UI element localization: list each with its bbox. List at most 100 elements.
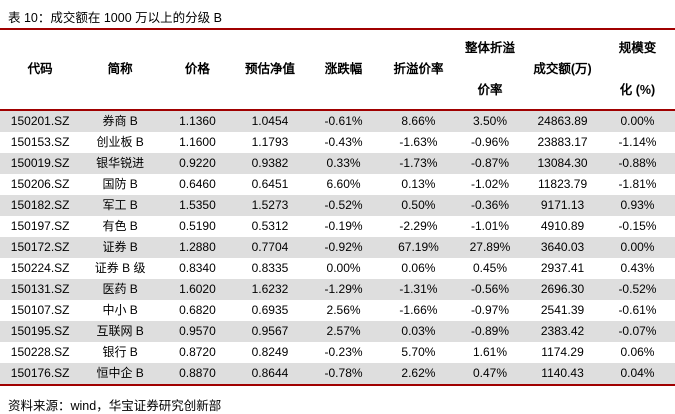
table-row: 150172.SZ 证券 B 1.2880 0.7704 -0.92% 67.19% 27.…: [0, 237, 675, 258]
cell-overall-premium-rate: -0.97%: [470, 303, 509, 317]
cell-price: 1.5350: [179, 198, 216, 212]
column-header-est-nav: 预估净值: [235, 30, 305, 109]
cell-turnover: 2383.42: [540, 324, 585, 338]
cell-name: 军工 B: [102, 198, 138, 212]
cell-overall-premium-rate: 0.47%: [472, 366, 507, 380]
cell-price: 0.8340: [179, 261, 216, 275]
cell-price: 1.1360: [179, 114, 216, 128]
cell-name: 银行 B: [102, 345, 138, 359]
cell-pct-change: 2.56%: [326, 303, 361, 317]
cell-pct-change: 2.57%: [326, 324, 361, 338]
column-header-line: 代码: [27, 62, 53, 76]
cell-price: 1.2880: [179, 240, 216, 254]
cell-premium-rate: 0.13%: [401, 177, 436, 191]
cell-price: 0.8720: [179, 345, 216, 359]
cell-overall-premium-rate: -0.87%: [470, 156, 509, 170]
cell-name: 互联网 B: [96, 324, 144, 338]
cell-code: 150182.SZ: [10, 198, 70, 212]
column-header-line: 预估净值: [244, 62, 295, 76]
cell-price: 0.9570: [179, 324, 216, 338]
cell-code: 150195.SZ: [10, 324, 70, 338]
table-row: 150019.SZ 银华锐进 0.9220 0.9382 0.33% -1.73% -0.8…: [0, 153, 675, 174]
cell-est-nav: 1.6232: [251, 282, 289, 296]
cell-est-nav: 0.6935: [251, 303, 289, 317]
cell-scale-change: -0.15%: [618, 219, 657, 233]
column-header-line: 整体折溢: [464, 41, 515, 55]
cell-premium-rate: -1.63%: [399, 135, 438, 149]
cell-name: 中小 B: [102, 303, 138, 317]
cell-turnover: 11823.79: [537, 177, 588, 191]
cell-est-nav: 0.5312: [251, 219, 289, 233]
cell-premium-rate: 0.03%: [401, 324, 436, 338]
cell-pct-change: -0.61%: [324, 114, 363, 128]
cell-scale-change: 0.06%: [620, 345, 655, 359]
column-header-line: 价格: [184, 62, 210, 76]
cell-price: 0.9220: [179, 156, 216, 170]
cell-overall-premium-rate: 0.45%: [472, 261, 507, 275]
cell-code: 150201.SZ: [10, 114, 70, 128]
cell-overall-premium-rate: 1.61%: [472, 345, 507, 359]
column-header-line: 规模变: [618, 41, 657, 55]
cell-scale-change: 0.04%: [620, 366, 655, 380]
cell-pct-change: 0.00%: [326, 261, 361, 275]
cell-pct-change: -0.52%: [324, 198, 363, 212]
cell-premium-rate: -1.31%: [399, 282, 438, 296]
cell-name: 券商 B: [102, 114, 138, 128]
table-row: 150195.SZ 互联网 B 0.9570 0.9567 2.57% 0.03% -0.8…: [0, 321, 675, 342]
cell-scale-change: -1.14%: [618, 135, 657, 149]
cell-code: 150176.SZ: [10, 366, 70, 380]
cell-name: 恒中企 B: [96, 366, 144, 380]
cell-code: 150107.SZ: [10, 303, 70, 317]
cell-premium-rate: -2.29%: [399, 219, 438, 233]
cell-overall-premium-rate: -1.01%: [470, 219, 509, 233]
cell-est-nav: 0.9382: [251, 156, 289, 170]
cell-turnover: 13084.30: [537, 156, 588, 170]
cell-turnover: 4910.89: [540, 219, 585, 233]
data-source-note: 资料来源：wind，华宝证券研究创新部: [8, 399, 222, 413]
cell-code: 150131.SZ: [10, 282, 70, 296]
cell-turnover: 1140.43: [541, 366, 584, 380]
cell-code: 150019.SZ: [10, 156, 70, 170]
cell-turnover: 2541.39: [540, 303, 585, 317]
header-divider: [0, 109, 675, 111]
column-header-premium-rate: 折溢价率: [382, 30, 455, 109]
cell-code: 150224.SZ: [10, 261, 70, 275]
cell-code: 150228.SZ: [10, 345, 70, 359]
table-row: 150228.SZ 银行 B 0.8720 0.8249 -0.23% 5.70% 1.61…: [0, 342, 675, 363]
cell-name: 证券 B: [102, 240, 138, 254]
column-header-line: 简称: [107, 62, 133, 76]
cell-overall-premium-rate: -0.89%: [470, 324, 509, 338]
cell-premium-rate: 67.19%: [398, 240, 439, 254]
cell-turnover: 9171.13: [540, 198, 585, 212]
table-header-row: 代码 简称 价格 预估净值 涨跌幅 折溢价率 整体折溢 价率 成交额(万) 规模变化 (%): [0, 30, 675, 109]
cell-pct-change: -0.92%: [324, 240, 363, 254]
cell-overall-premium-rate: -1.02%: [470, 177, 509, 191]
bottom-divider: [0, 384, 675, 386]
cell-turnover: 24863.89: [537, 114, 588, 128]
cell-scale-change: 0.00%: [620, 114, 655, 128]
cell-pct-change: -0.19%: [324, 219, 363, 233]
cell-scale-change: 0.93%: [620, 198, 655, 212]
table-row: 150107.SZ 中小 B 0.6820 0.6935 2.56% -1.66% -0.9…: [0, 300, 675, 321]
cell-est-nav: 0.8249: [251, 345, 289, 359]
cell-price: 1.6020: [179, 282, 216, 296]
column-header-code: 代码: [0, 30, 80, 109]
table-row: 150153.SZ 创业板 B 1.1600 1.1793 -0.43% -1.63% -0…: [0, 132, 675, 153]
cell-scale-change: -0.52%: [618, 282, 657, 296]
cell-scale-change: -1.81%: [618, 177, 657, 191]
column-header-line: 涨跌幅: [324, 62, 363, 76]
table-row: 150176.SZ 恒中企 B 0.8870 0.8644 -0.78% 2.62% 0.4…: [0, 363, 675, 384]
cell-premium-rate: -1.66%: [399, 303, 438, 317]
cell-premium-rate: 0.50%: [401, 198, 436, 212]
cell-name: 创业板 B: [96, 135, 144, 149]
cell-premium-rate: 0.06%: [401, 261, 436, 275]
cell-premium-rate: -1.73%: [399, 156, 438, 170]
cell-scale-change: 0.00%: [620, 240, 655, 254]
cell-pct-change: -1.29%: [324, 282, 363, 296]
column-header-scale-change: 规模变化 (%): [600, 30, 675, 109]
cell-price: 1.1600: [179, 135, 216, 149]
cell-code: 150197.SZ: [10, 219, 70, 233]
column-header-overall-premium-rate: 整体折溢 价率: [455, 30, 525, 109]
cell-pct-change: 6.60%: [326, 177, 361, 191]
cell-pct-change: -0.43%: [324, 135, 363, 149]
